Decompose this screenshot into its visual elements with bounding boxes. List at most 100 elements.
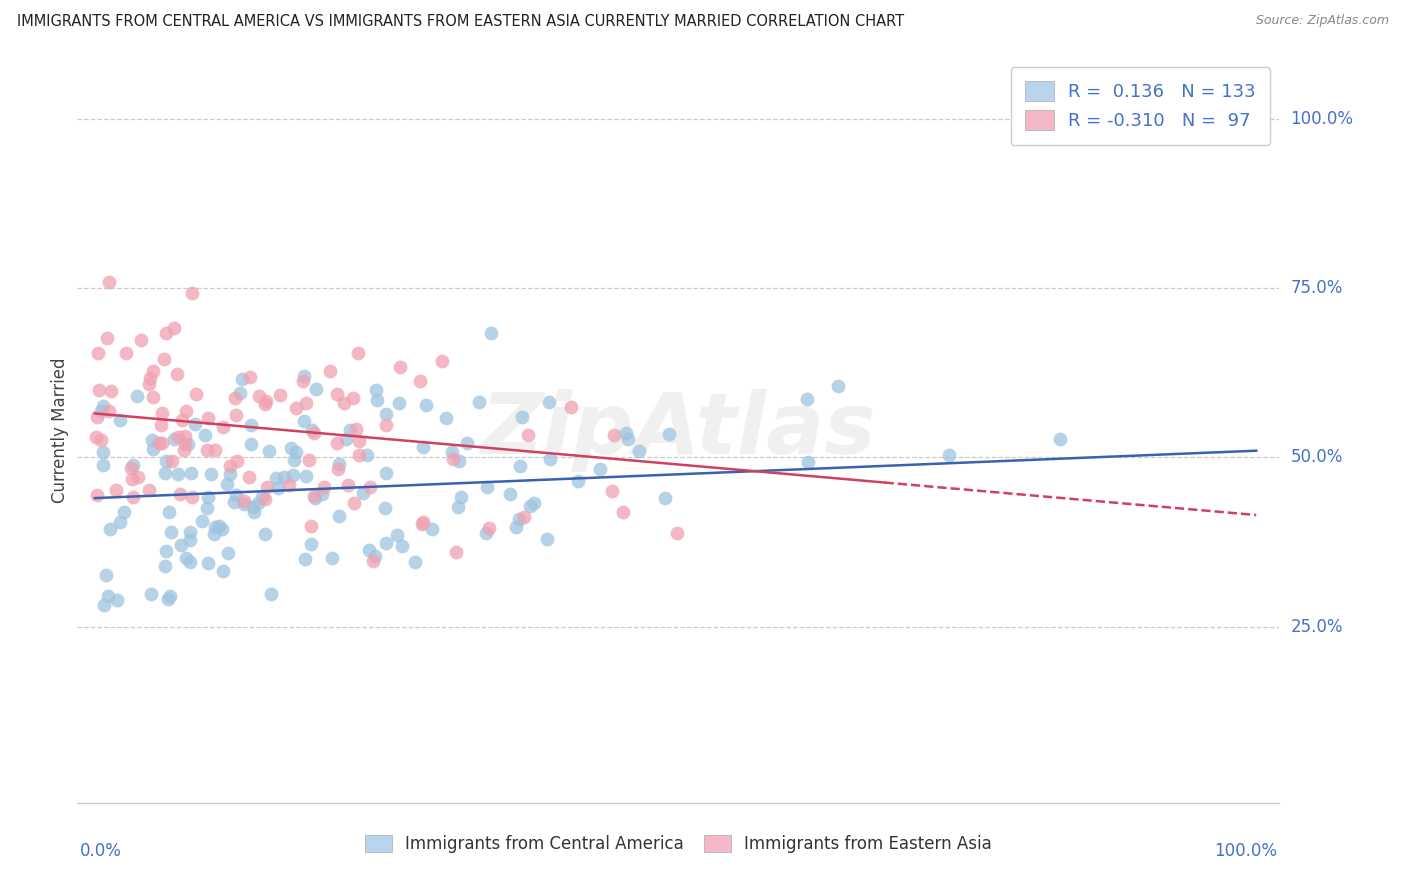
Point — [197, 491, 219, 505]
Point — [295, 395, 318, 409]
Point — [87, 383, 110, 397]
Point — [415, 399, 437, 413]
Point — [375, 535, 398, 549]
Point — [238, 470, 260, 484]
Point — [138, 483, 160, 497]
Point — [299, 519, 322, 533]
Point — [404, 555, 426, 569]
Point — [225, 409, 247, 423]
Point — [90, 434, 112, 448]
Point — [356, 448, 378, 462]
Point — [159, 590, 181, 604]
Point — [508, 511, 530, 525]
Point — [364, 549, 387, 563]
Point — [256, 480, 278, 494]
Point — [155, 453, 177, 467]
Point — [180, 466, 202, 480]
Point — [359, 480, 381, 494]
Point — [294, 551, 316, 566]
Point — [326, 462, 349, 476]
Point — [302, 426, 325, 441]
Point — [179, 555, 201, 569]
Point — [536, 532, 558, 546]
Point — [292, 413, 315, 427]
Text: Source: ZipAtlas.com: Source: ZipAtlas.com — [1256, 14, 1389, 28]
Point — [1049, 433, 1071, 447]
Point — [616, 432, 638, 446]
Point — [304, 491, 326, 505]
Point — [374, 418, 396, 433]
Point — [195, 500, 218, 515]
Point — [434, 410, 457, 425]
Point — [96, 331, 118, 345]
Point — [328, 457, 350, 471]
Point — [181, 285, 204, 300]
Point — [240, 436, 263, 450]
Point — [366, 393, 388, 408]
Point — [326, 386, 349, 401]
Point — [166, 430, 188, 444]
Point — [291, 374, 314, 388]
Point — [197, 411, 219, 425]
Point — [120, 460, 142, 475]
Point — [280, 441, 302, 455]
Point — [589, 461, 612, 475]
Point — [357, 542, 380, 557]
Point — [281, 468, 304, 483]
Point — [519, 500, 541, 514]
Point — [150, 406, 173, 420]
Point — [538, 452, 561, 467]
Point — [170, 537, 193, 551]
Point — [142, 442, 165, 456]
Point — [122, 490, 145, 504]
Text: 50.0%: 50.0% — [1291, 449, 1343, 467]
Point — [447, 500, 470, 514]
Point — [86, 488, 108, 502]
Point — [321, 551, 343, 566]
Point — [129, 333, 152, 347]
Point — [211, 523, 233, 537]
Point — [163, 321, 186, 335]
Point — [304, 489, 326, 503]
Point — [202, 526, 225, 541]
Point — [254, 394, 277, 409]
Point — [229, 386, 252, 401]
Point — [339, 423, 361, 437]
Point — [603, 427, 626, 442]
Point — [285, 445, 308, 459]
Point — [114, 346, 136, 360]
Point — [366, 383, 388, 397]
Point — [347, 434, 370, 448]
Point — [513, 509, 536, 524]
Point — [231, 371, 253, 385]
Point — [441, 451, 464, 466]
Point — [301, 423, 323, 437]
Point — [614, 426, 637, 441]
Point — [152, 351, 174, 366]
Point — [91, 445, 114, 459]
Point — [242, 500, 264, 514]
Point — [204, 520, 226, 534]
Point — [538, 395, 561, 409]
Point — [385, 528, 408, 542]
Point — [342, 391, 364, 405]
Point — [260, 587, 283, 601]
Point — [212, 565, 235, 579]
Point — [91, 400, 114, 414]
Point — [204, 443, 226, 458]
Point — [173, 429, 195, 443]
Point — [388, 396, 411, 410]
Point — [510, 410, 533, 425]
Point — [326, 436, 349, 450]
Point — [516, 428, 538, 442]
Point — [344, 422, 367, 436]
Text: 0.0%: 0.0% — [80, 842, 122, 860]
Point — [162, 454, 184, 468]
Point — [247, 389, 270, 403]
Text: 100.0%: 100.0% — [1213, 842, 1277, 860]
Point — [318, 364, 340, 378]
Point — [98, 404, 121, 418]
Point — [254, 527, 277, 541]
Point — [361, 554, 384, 568]
Point — [450, 490, 472, 504]
